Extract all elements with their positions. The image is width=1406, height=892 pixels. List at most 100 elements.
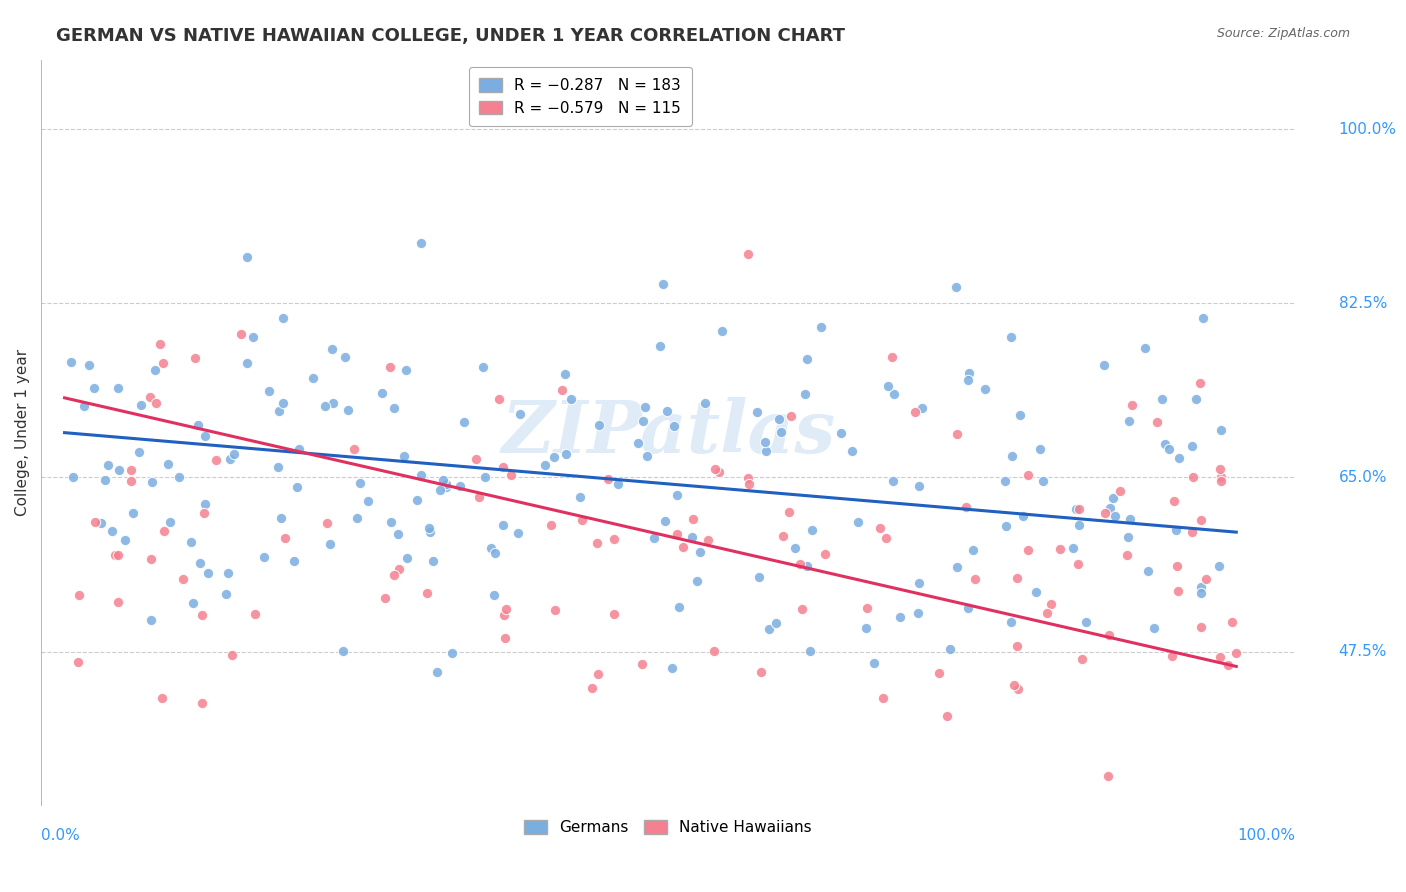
Germans [650, 339, 672, 353]
Germans [534, 458, 557, 472]
Germans [167, 469, 190, 483]
Native Hawaiians [704, 461, 727, 475]
Germans [121, 507, 143, 521]
Germans [1181, 439, 1204, 453]
Native Hawaiians [875, 531, 897, 545]
Germans [271, 396, 294, 410]
Native Hawaiians [571, 513, 593, 527]
Germans [509, 407, 531, 421]
Germans [128, 444, 150, 458]
Germans [453, 415, 475, 429]
Native Hawaiians [737, 246, 759, 260]
Native Hawaiians [1182, 470, 1205, 484]
Germans [631, 414, 654, 428]
Germans [962, 542, 984, 557]
Germans [1118, 414, 1140, 428]
Native Hawaiians [191, 696, 214, 710]
Native Hawaiians [149, 337, 172, 351]
Native Hawaiians [928, 666, 950, 681]
Germans [449, 479, 471, 493]
Native Hawaiians [152, 356, 174, 370]
Germans [1099, 501, 1122, 516]
Native Hawaiians [666, 526, 689, 541]
Native Hawaiians [343, 442, 366, 456]
Legend: Germans, Native Hawaiians: Germans, Native Hawaiians [516, 813, 820, 843]
Germans [634, 401, 657, 415]
Native Hawaiians [965, 572, 987, 586]
Germans [1074, 615, 1097, 629]
Germans [269, 403, 291, 417]
Germans [627, 436, 650, 450]
Germans [395, 551, 418, 566]
Germans [1192, 310, 1215, 325]
Native Hawaiians [955, 500, 977, 514]
Germans [1133, 341, 1156, 355]
Germans [60, 355, 83, 369]
Native Hawaiians [495, 602, 517, 616]
Native Hawaiians [492, 459, 515, 474]
Text: Source: ZipAtlas.com: Source: ZipAtlas.com [1216, 27, 1350, 40]
Native Hawaiians [184, 351, 207, 365]
Text: 65.0%: 65.0% [1339, 470, 1388, 485]
Germans [957, 366, 980, 380]
Native Hawaiians [936, 709, 959, 723]
Germans [783, 541, 806, 555]
Germans [1000, 615, 1022, 629]
Native Hawaiians [1220, 615, 1243, 629]
Germans [141, 475, 163, 490]
Germans [1025, 584, 1047, 599]
Native Hawaiians [172, 572, 194, 586]
Germans [654, 514, 676, 528]
Germans [482, 588, 505, 602]
Native Hawaiians [107, 548, 129, 562]
Native Hawaiians [1049, 542, 1071, 557]
Germans [1104, 509, 1126, 524]
Native Hawaiians [630, 657, 652, 671]
Native Hawaiians [586, 536, 609, 550]
Native Hawaiians [107, 595, 129, 609]
Native Hawaiians [104, 548, 127, 562]
Germans [94, 473, 117, 487]
Native Hawaiians [388, 562, 411, 576]
Native Hawaiians [84, 515, 107, 529]
Germans [215, 587, 238, 601]
Germans [889, 609, 911, 624]
Native Hawaiians [190, 607, 212, 622]
Germans [662, 419, 685, 434]
Native Hawaiians [789, 558, 811, 572]
Native Hawaiians [1036, 606, 1059, 620]
Germans [1092, 358, 1115, 372]
Germans [1008, 408, 1031, 422]
Germans [418, 521, 440, 535]
Native Hawaiians [702, 644, 724, 658]
Germans [745, 405, 768, 419]
Germans [319, 537, 342, 551]
Germans [636, 449, 658, 463]
Native Hawaiians [596, 472, 619, 486]
Germans [765, 615, 787, 630]
Native Hawaiians [150, 691, 173, 706]
Native Hawaiians [1189, 620, 1212, 634]
Germans [302, 371, 325, 385]
Germans [907, 606, 929, 620]
Germans [322, 396, 344, 410]
Germans [432, 473, 454, 487]
Text: 100.0%: 100.0% [1237, 828, 1295, 843]
Germans [711, 324, 734, 338]
Germans [689, 545, 711, 559]
Native Hawaiians [378, 360, 401, 375]
Germans [655, 404, 678, 418]
Native Hawaiians [467, 490, 489, 504]
Native Hawaiians [221, 648, 243, 662]
Germans [108, 463, 131, 477]
Germans [554, 367, 576, 381]
Germans [143, 363, 166, 377]
Germans [129, 398, 152, 412]
Germans [441, 646, 464, 660]
Native Hawaiians [499, 468, 522, 483]
Native Hawaiians [492, 607, 515, 622]
Germans [283, 554, 305, 568]
Germans [97, 458, 120, 472]
Germans [1116, 530, 1139, 544]
Germans [1167, 450, 1189, 465]
